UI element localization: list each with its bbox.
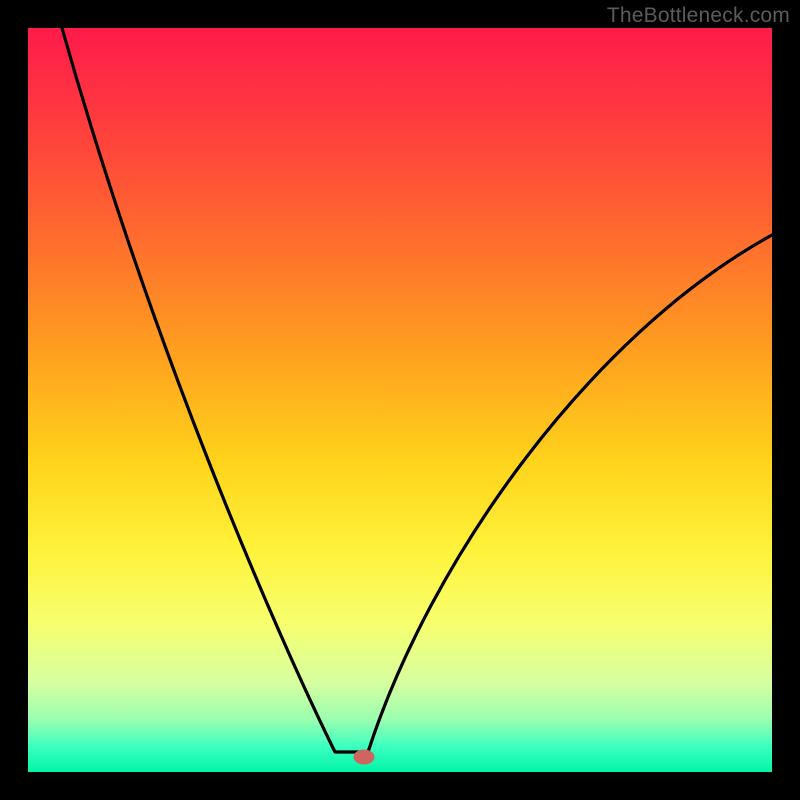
watermark-text: TheBottleneck.com xyxy=(607,4,790,28)
bottleneck-chart xyxy=(0,0,800,800)
plot-area xyxy=(28,28,772,772)
chart-container: TheBottleneck.com xyxy=(0,0,800,800)
optimum-marker xyxy=(354,750,374,764)
